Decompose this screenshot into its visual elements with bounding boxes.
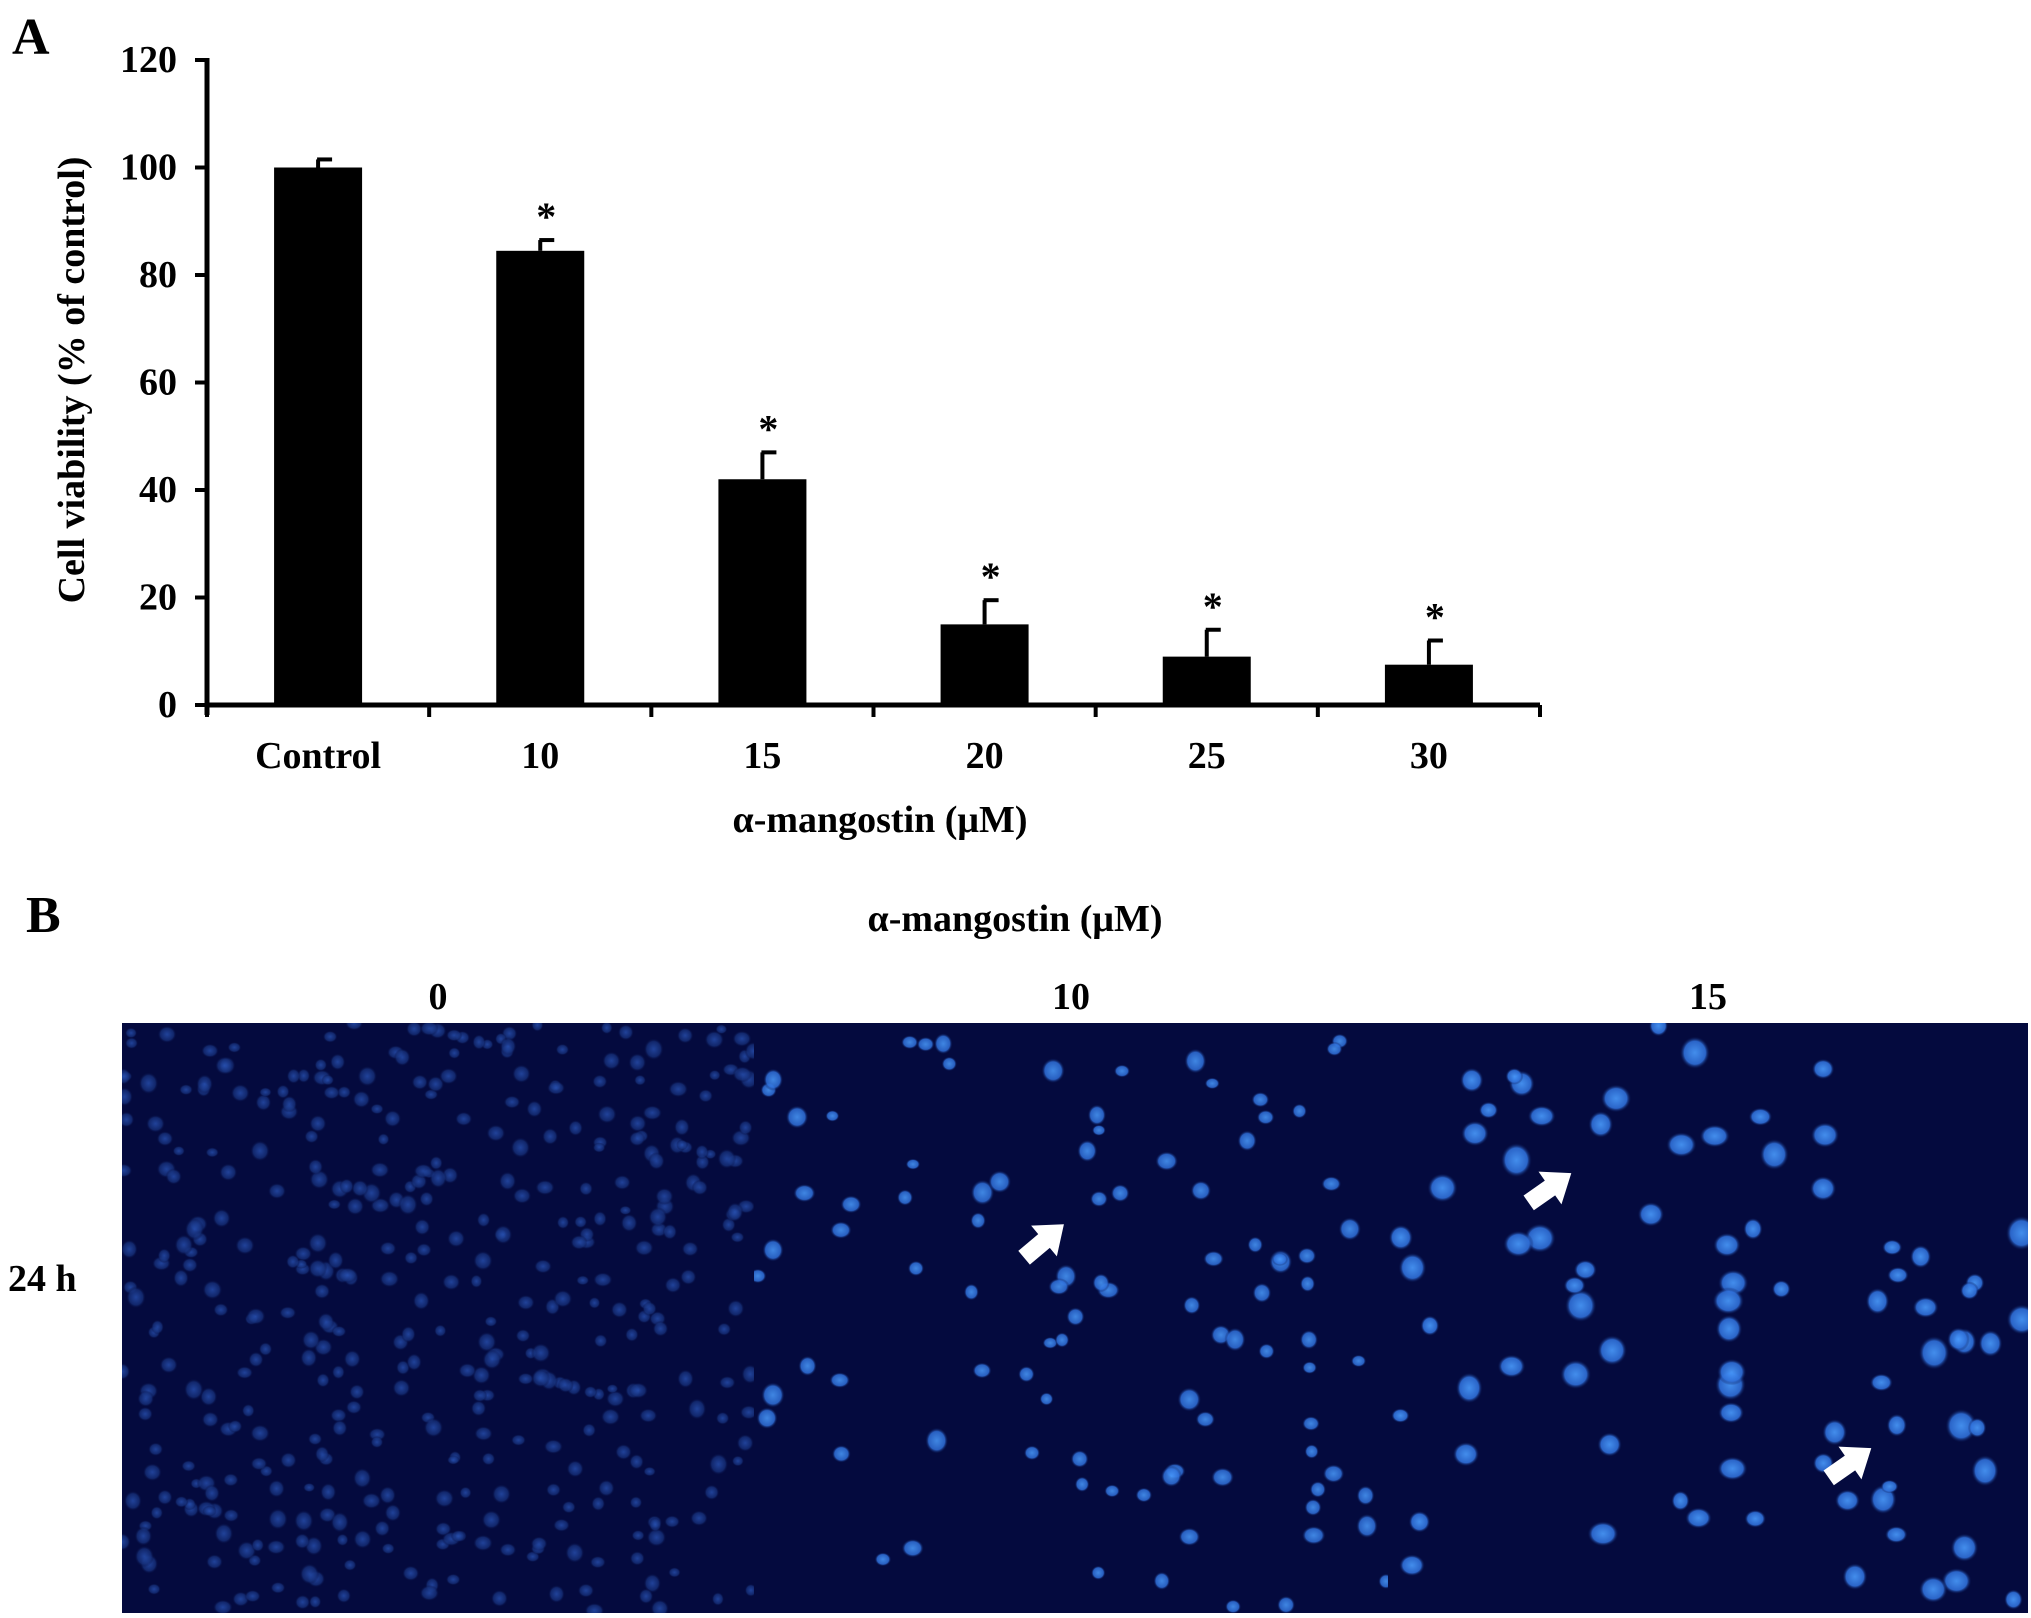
error-bar-20 (982, 598, 999, 625)
error-bar-Control (316, 157, 333, 168)
x-tick-label: 30 (1410, 735, 1448, 777)
micrograph-10uM (754, 1023, 1388, 1613)
arrow-icon (1823, 1446, 1872, 1486)
column-label-10: 10 (1052, 976, 1090, 1018)
panel-a-letter: A (12, 9, 50, 66)
y-tick-label: 80 (139, 254, 177, 296)
arrow-icon (1018, 1224, 1064, 1265)
column-label-0: 0 (428, 976, 448, 1018)
error-bars-layer (316, 157, 1443, 665)
y-tick-labels-layer: 0 20 40 60 80 100 120 (120, 39, 177, 726)
bars-layer (274, 167, 1473, 705)
y-tick-label: 60 (139, 362, 177, 404)
error-bar-30 (1426, 638, 1443, 665)
micrograph-15uM (1388, 1023, 2028, 1613)
significance-star-30: * (1425, 595, 1445, 640)
x-tick-label: 20 (966, 735, 1004, 777)
bar-30 (1384, 664, 1473, 705)
x-tick-label: 25 (1188, 735, 1226, 777)
row-label-24h: 24 h (8, 1258, 77, 1300)
x-tick-label: 15 (743, 735, 781, 777)
bar-Control (274, 167, 363, 705)
x-axis-title: α-mangostin (μM) (732, 799, 1027, 841)
x-tick-label: Control (255, 735, 381, 777)
column-label-15: 15 (1689, 976, 1727, 1018)
arrow-icon (1523, 1171, 1572, 1211)
bar-25 (1162, 656, 1251, 705)
bar-15 (718, 479, 807, 705)
y-tick-label: 0 (158, 684, 177, 726)
significance-star-10: * (536, 194, 556, 239)
significance-star-15: * (758, 406, 778, 451)
error-bar-25 (1204, 627, 1221, 657)
axes-layer (195, 58, 1542, 717)
y-tick-label: 100 (120, 147, 177, 189)
y-axis-title: Cell viability (% of control) (51, 157, 93, 604)
bar-10 (496, 250, 585, 705)
y-tick-label: 40 (139, 469, 177, 511)
panel-b-title: α-mangostin (μM) (867, 898, 1163, 940)
significance-star-20: * (981, 554, 1001, 599)
micrograph-0uM (122, 1023, 754, 1613)
error-bar-15 (760, 450, 777, 480)
bar-20 (940, 624, 1029, 705)
y-tick-label: 120 (120, 39, 177, 81)
x-tick-labels-layer: Control 10 15 20 25 30 (255, 735, 1448, 777)
significance-star-25: * (1203, 584, 1223, 629)
error-bar-10 (538, 238, 555, 251)
y-tick-label: 20 (139, 577, 177, 619)
significance-layer: * * * * * (536, 194, 1445, 639)
x-tick-label: 10 (521, 735, 559, 777)
panel-b-letter: B (26, 887, 61, 944)
